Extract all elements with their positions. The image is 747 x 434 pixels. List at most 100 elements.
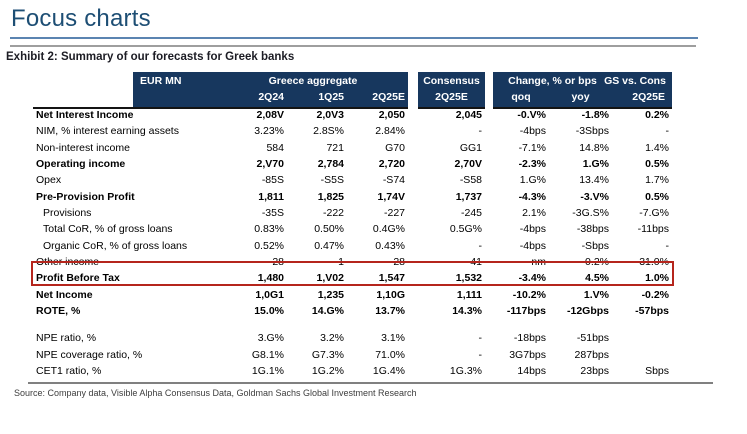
column-gap <box>485 330 493 346</box>
cell-value: 0.4G% <box>372 223 405 236</box>
cell-value: 1.G% <box>582 157 609 170</box>
cell-value: 28 <box>393 255 405 268</box>
cell-value: -38bps <box>576 223 609 236</box>
header-block-consensus: Consensus 2Q25E <box>418 72 485 107</box>
header-block-greece: EUR MN Greece aggregate 2Q24 1Q25 2Q25E <box>133 72 408 107</box>
cell-value: -S5S <box>320 174 344 187</box>
cell-value: 1,480 <box>257 272 284 285</box>
cell-value: -2.3% <box>518 157 546 170</box>
cell-value: 2,08V <box>256 109 284 121</box>
cell-value: 14.G% <box>311 304 344 317</box>
group-consensus: Consensus <box>423 75 480 87</box>
cell-value: 1.7% <box>645 174 669 187</box>
column-gap <box>408 254 418 270</box>
cell-value: - <box>478 348 483 361</box>
cell-value: 2,784 <box>317 157 344 170</box>
group-change-pct-bps: Change, % or bps <box>508 75 597 87</box>
cell-value: 2.1% <box>522 206 546 219</box>
cell-value: -31.0% <box>635 255 669 268</box>
cell-value: -10.2% <box>512 288 546 301</box>
cell-value: 584 <box>266 141 284 154</box>
table-row: Pre-Provision Profit 1,811 1,825 1,74V 1,737… <box>33 189 672 205</box>
cell-value: 13.7% <box>375 304 405 317</box>
cell-value: -7.G% <box>639 206 669 219</box>
cell-value: 2,70V <box>454 157 482 170</box>
table-row: Other income 28 -1 28 41 nm -0.2% -31.0% <box>33 254 672 270</box>
cell-value: -7.1% <box>518 141 546 154</box>
table-rows: Net Interest Income 2,08V 2,0V3 2,050 2,045 -… <box>33 107 672 379</box>
row-label: Net Income <box>36 288 93 301</box>
cell-value: 3.1% <box>381 332 405 345</box>
col-header-2q25e: 2Q25E <box>372 91 405 103</box>
cell-value: 2.8S% <box>313 125 344 138</box>
column-gap <box>408 172 418 188</box>
cell-value: 13.4% <box>579 174 609 187</box>
forecast-table: EUR MN Greece aggregate 2Q24 1Q25 2Q25E … <box>28 72 713 387</box>
group-gs-vs-cons: GS vs. Cons <box>604 75 666 87</box>
col-header-yoy: yoy <box>571 91 590 103</box>
cell-value: - <box>665 239 670 252</box>
header-block-change: Change, % or bps GS vs. Cons qoq yoy 2Q2… <box>493 72 672 107</box>
table-row: Net Interest Income 2,08V 2,0V3 2,050 2,045 -… <box>33 107 672 123</box>
cell-value: 0.52% <box>254 239 284 252</box>
cell-value: 3.23% <box>254 125 284 138</box>
cell-value: -85S <box>261 174 284 187</box>
cell-value: 15.0% <box>254 304 284 317</box>
cell-value: 14.8% <box>579 141 609 154</box>
cell-value: 2.84% <box>375 125 405 138</box>
row-label: Net Interest Income <box>36 109 134 121</box>
table-row: NIM, % interest earning assets 3.23% 2.8S%… <box>33 123 672 139</box>
column-gap <box>485 363 493 379</box>
cell-value: -57bps <box>635 304 669 317</box>
column-gap <box>408 205 418 221</box>
cell-value: -0.V% <box>517 109 546 121</box>
row-label: Provisions <box>43 206 92 219</box>
cell-value: 1.4% <box>645 141 669 154</box>
cell-value: 0.47% <box>314 239 344 252</box>
cell-value: 1,235 <box>317 288 344 301</box>
col-header-2q24: 2Q24 <box>258 91 284 103</box>
cell-value: 23bps <box>580 364 609 377</box>
header-underline-left <box>33 107 408 109</box>
source-note: Source: Company data, Visible Alpha Cons… <box>14 388 417 398</box>
cell-value: 2,045 <box>455 109 482 121</box>
cell-value: -0.2% <box>641 288 669 301</box>
cell-value: 0.5G% <box>449 223 482 236</box>
cell-value <box>612 347 672 363</box>
cell-value: 0.83% <box>254 223 284 236</box>
table-row: Operating income 2,V70 2,784 2,720 2,70V -2.3… <box>33 156 672 172</box>
column-gap <box>408 156 418 172</box>
cell-value: -4bps <box>519 125 546 138</box>
cell-value: 14bps <box>517 364 546 377</box>
exhibit-title: Exhibit 2: Summary of our forecasts for … <box>6 51 295 63</box>
column-gap <box>408 330 418 346</box>
cell-value: -S58 <box>459 174 482 187</box>
cell-value: -245 <box>460 206 482 219</box>
cell-value: 1,111 <box>456 288 482 301</box>
header-underline-consensus <box>418 107 485 109</box>
cell-value: 1,811 <box>258 190 284 203</box>
cell-value: -227 <box>383 206 405 219</box>
column-gap <box>485 238 493 254</box>
page-title: Focus charts <box>11 5 151 32</box>
column-gap <box>408 221 418 237</box>
cell-value: 1,74V <box>377 190 405 203</box>
column-gap <box>485 123 493 139</box>
cell-value: -Sbps <box>581 239 609 252</box>
cell-value: -35S <box>261 206 284 219</box>
column-gap <box>485 140 493 156</box>
row-label: Total CoR, % of gross loans <box>43 223 173 236</box>
column-gap <box>485 107 493 123</box>
cell-value: 2,V70 <box>256 157 284 170</box>
cell-value: 287bps <box>574 348 609 361</box>
column-gap <box>485 254 493 270</box>
cell-value: 1G.2% <box>311 364 344 377</box>
table-row: Non-interest income 584 721 G70 GG1 -7.1% 14.8… <box>33 140 672 156</box>
cell-value: 1,825 <box>317 190 344 203</box>
cell-value: 3.2% <box>320 332 344 345</box>
cell-value: - <box>478 332 483 345</box>
cell-value: - <box>665 125 670 138</box>
cell-value: -222 <box>322 206 344 219</box>
quarter-header-row: 2Q24 1Q25 2Q25E <box>220 91 408 103</box>
